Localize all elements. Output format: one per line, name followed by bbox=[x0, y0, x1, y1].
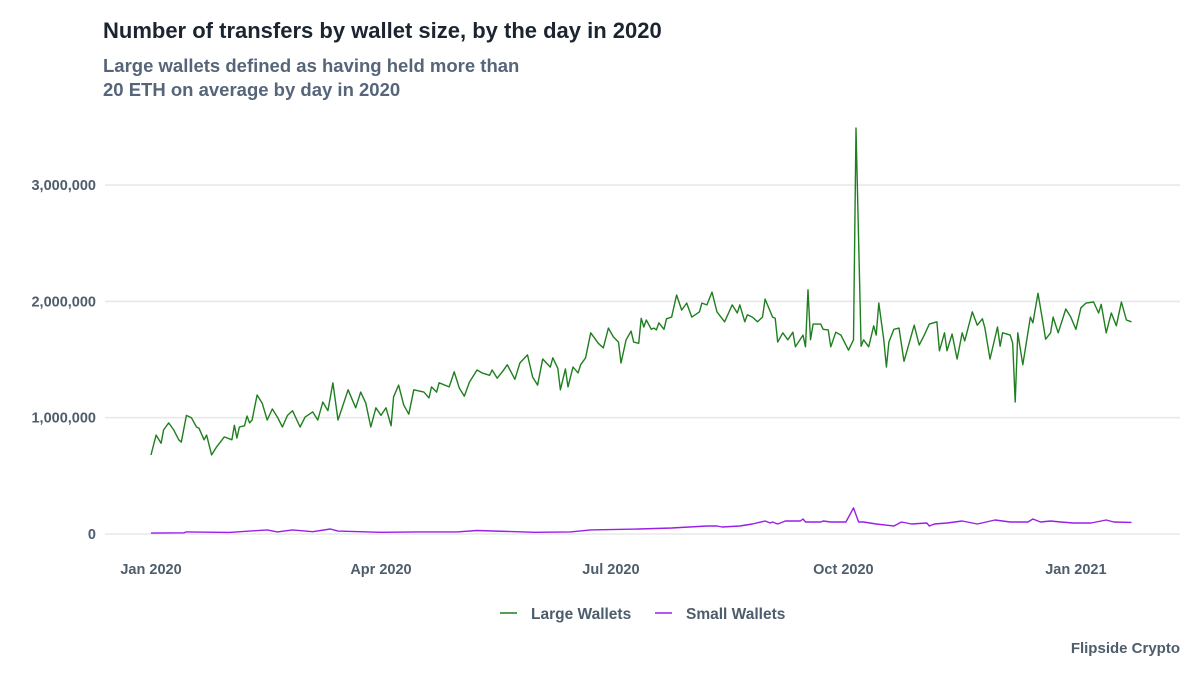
x-tick-label: Apr 2020 bbox=[350, 562, 411, 578]
y-tick-label: 0 bbox=[88, 527, 96, 543]
y-tick-label: 2,000,000 bbox=[31, 294, 96, 310]
x-tick-label: Oct 2020 bbox=[813, 562, 873, 578]
legend: Large Wallets Small Wallets bbox=[500, 606, 785, 623]
series-lines bbox=[150, 127, 1132, 534]
chart-subtitle-line-2: 20 ETH on average by day in 2020 bbox=[103, 79, 400, 100]
x-tick-label: Jan 2020 bbox=[120, 562, 181, 578]
y-tick-label: 3,000,000 bbox=[31, 178, 96, 194]
legend-label: Large Wallets bbox=[531, 606, 631, 623]
x-tick-label: Jan 2021 bbox=[1045, 562, 1106, 578]
series-line-small-wallets bbox=[150, 507, 1132, 534]
y-axis-ticks: 0 1,000,000 2,000,000 3,000,000 bbox=[31, 178, 96, 543]
series-line-large-wallets bbox=[150, 127, 1132, 456]
chart-title: Number of transfers by wallet size, by t… bbox=[103, 18, 662, 43]
legend-label: Small Wallets bbox=[686, 606, 785, 623]
x-axis-ticks: Jan 2020 Apr 2020 Jul 2020 Oct 2020 Jan 2021 bbox=[120, 562, 1106, 578]
y-tick-label: 1,000,000 bbox=[31, 411, 96, 427]
x-tick-label: Jul 2020 bbox=[582, 562, 639, 578]
chart-subtitle-line-1: Large wallets defined as having held mor… bbox=[103, 55, 519, 76]
gridlines bbox=[105, 184, 1180, 535]
caption: Flipside Crypto bbox=[1071, 640, 1180, 657]
